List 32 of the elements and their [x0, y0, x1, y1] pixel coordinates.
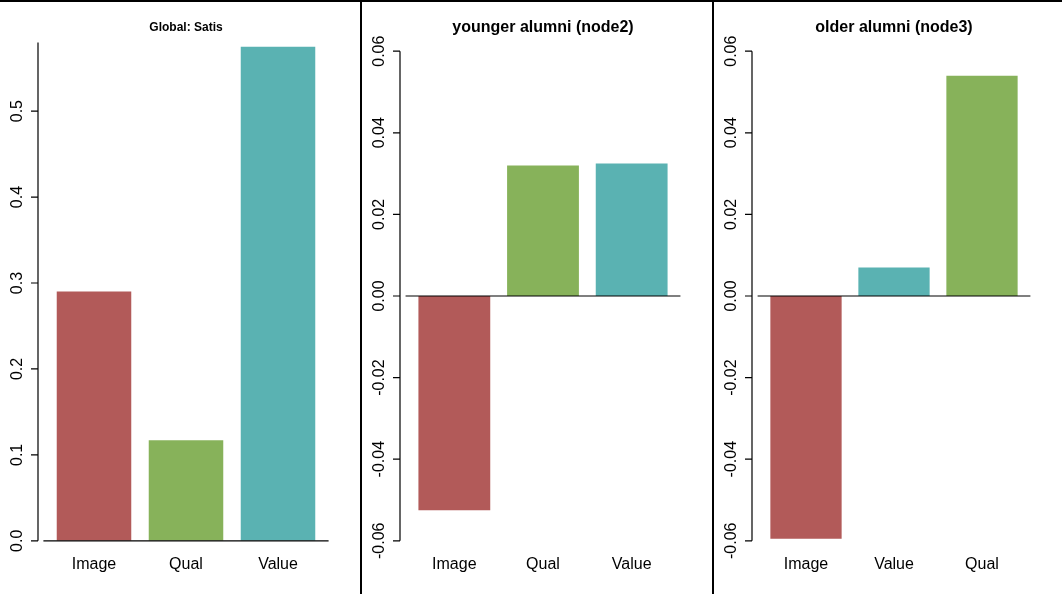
x-tick-label: Image: [71, 554, 117, 572]
chart-title: older alumni (node3): [815, 18, 973, 36]
y-tick-label: 0.0: [8, 529, 26, 552]
y-tick-label: -0.04: [722, 440, 740, 478]
x-tick-label: Qual: [526, 554, 560, 572]
y-tick-label: 0.00: [722, 280, 740, 312]
y-tick-label: 0.3: [8, 271, 26, 295]
y-tick-label: 0.02: [722, 198, 740, 230]
y-tick-label: 0.5: [8, 99, 26, 123]
y-tick-label: 0.06: [370, 35, 388, 67]
y-tick-label: 0.04: [722, 117, 740, 149]
y-tick-label: -0.06: [722, 522, 740, 560]
y-tick-label: -0.02: [722, 359, 740, 396]
y-tick-label: 0.00: [370, 280, 388, 312]
x-tick-label: Image: [783, 554, 829, 572]
y-tick-label: 0.4: [8, 185, 26, 209]
x-tick-label: Image: [432, 554, 477, 572]
y-tick-label: 0.04: [370, 117, 388, 149]
y-tick-label: 0.2: [8, 357, 26, 381]
chart-title: younger alumni (node2): [452, 18, 634, 36]
y-tick-label: 0.1: [8, 443, 26, 466]
x-tick-label: Qual: [169, 554, 203, 572]
y-tick-label: -0.02: [370, 359, 388, 396]
x-tick-label: Value: [611, 554, 652, 572]
y-tick-label: 0.02: [370, 198, 388, 230]
y-tick-label: -0.04: [370, 440, 388, 478]
y-tick-label: -0.06: [370, 522, 388, 560]
x-tick-label: Value: [874, 554, 914, 572]
x-tick-label: Value: [258, 554, 298, 572]
y-tick-label: 0.06: [722, 35, 740, 67]
x-tick-label: Qual: [965, 554, 999, 572]
chart-title: Global: Satis: [149, 19, 223, 34]
